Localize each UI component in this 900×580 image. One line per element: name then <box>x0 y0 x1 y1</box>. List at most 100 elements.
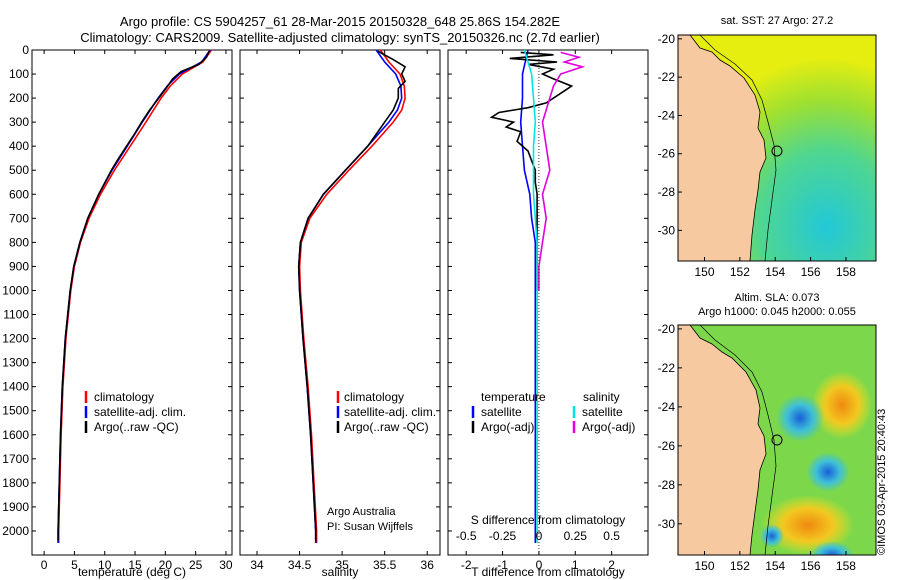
s-tick-label: -0.5 <box>456 529 477 543</box>
s-tick-label: 0.25 <box>564 529 588 543</box>
x-tick-label: 34 <box>250 558 264 572</box>
salinity-x-label: salinity <box>322 565 359 579</box>
series-temperature-argo-adj- <box>489 51 574 291</box>
map-y-tick-label: -26 <box>658 147 676 161</box>
map-x-tick-label: 156 <box>801 265 821 279</box>
sla-map-frame <box>677 324 877 556</box>
difference-plot: -2 -1 0 1 2 -0.5 -0.25 0 0.25 0.5 <box>448 49 648 572</box>
y-tick-label: 600 <box>9 187 29 201</box>
argo-marker <box>771 145 783 157</box>
y-tick-label: 200 <box>9 91 29 105</box>
sst-map-frame <box>677 34 877 262</box>
x-tick-label: 30 <box>219 558 233 572</box>
map-x-tick-label: 154 <box>765 559 785 573</box>
shelf-contour <box>699 325 777 555</box>
y-tick-label: 1300 <box>2 356 29 370</box>
map-x-tick-label: 158 <box>836 559 856 573</box>
map-y-tick-label: -24 <box>658 108 676 122</box>
land-mass <box>678 325 767 555</box>
series-salinity-satellite <box>523 49 538 543</box>
map-y-tick-label: -26 <box>658 439 676 453</box>
sla-map-title-1: Altim. SLA: 0.073 <box>734 292 820 304</box>
series-satellite-adj-clim- <box>57 49 211 543</box>
s-tick-label: 0 <box>536 529 543 543</box>
x-tick-label: 15 <box>128 558 142 572</box>
x-tick-label: 0 <box>41 558 48 572</box>
difference-x-label: T difference from climatology <box>471 565 625 579</box>
salinity-legend: climatology satellite-adj. clim. Argo(..… <box>327 390 436 533</box>
shelf-contour <box>699 35 777 261</box>
y-tick-label: 1500 <box>2 404 29 418</box>
argo-marker <box>771 434 783 446</box>
series-climatology <box>57 49 213 543</box>
y-tick-label: 1800 <box>2 476 29 490</box>
legend-label-satellite: satellite-adj. clim. <box>94 405 186 419</box>
series-temperature-satellite <box>519 49 537 543</box>
sla-low-se <box>806 452 850 492</box>
map-y-tick-label: -22 <box>658 70 676 84</box>
x-tick-label: 34.5 <box>288 558 312 572</box>
x-tick-label: 35.5 <box>373 558 397 572</box>
legend-label-argo: Argo(..raw -QC) <box>94 420 179 434</box>
x-tick-label: 10 <box>98 558 112 572</box>
land-mass <box>678 35 767 261</box>
sla-low-s <box>810 541 854 555</box>
map-x-tick-label: 150 <box>695 559 715 573</box>
map-y-tick-label: -28 <box>658 185 676 199</box>
map-y-tick-label: -24 <box>658 400 676 414</box>
salinity-panel-frame <box>239 49 441 556</box>
map-y-tick-label: -20 <box>658 322 676 336</box>
sla-low-sw <box>760 524 784 548</box>
y-tick-label: 800 <box>9 235 29 249</box>
y-tick-label: 1000 <box>2 283 29 297</box>
x-tick-label: 25 <box>189 558 203 572</box>
s-tick-label: 0.5 <box>603 529 620 543</box>
map-y-tick-label: -30 <box>658 517 676 531</box>
map-x-tick-label: 152 <box>730 265 750 279</box>
series-satellite-adj-clim- <box>297 49 403 543</box>
x-tick-label: -2 <box>461 558 472 572</box>
salinity-plot: 34 34.5 35 35.5 36 <box>240 49 440 572</box>
y-tick-label: 1900 <box>2 500 29 514</box>
map-x-tick-label: 158 <box>836 265 856 279</box>
temperature-x-label: temperature (deg C) <box>78 565 186 579</box>
legend-title-salinity: salinity <box>583 390 620 404</box>
legend-label-temp-argo: Argo(-adj) <box>481 420 534 434</box>
legend-label-satellite: satellite-adj. clim. <box>344 405 436 419</box>
difference-legend: temperature satellite Argo(-adj) salinit… <box>471 390 635 434</box>
chart-title-line1: Argo profile: CS 5904257_61 28-Mar-2015 … <box>119 14 561 29</box>
y-tick-label: 100 <box>9 67 29 81</box>
s-tick-label: -0.25 <box>489 529 517 543</box>
difference-top-x-label: S difference from climatology <box>471 513 626 527</box>
series-climatology <box>298 49 406 543</box>
series-argo-raw-qc- <box>297 50 407 541</box>
y-tick-label: 1200 <box>2 332 29 346</box>
x-tick-label: 35 <box>335 558 349 572</box>
sla-map-title-2: Argo h1000: 0.045 h2000: 0.055 <box>698 306 856 318</box>
series-salinity-argo-adj- <box>538 51 586 291</box>
map-y-tick-label: -30 <box>658 223 676 237</box>
y-tick-label: 500 <box>9 163 29 177</box>
x-tick-label: 2 <box>608 558 615 572</box>
map-x-tick-label: 156 <box>801 559 821 573</box>
map-axes: 150 152 154 156 158 -20 -22 -24 -26 -28 -30 150 152 1… <box>658 32 857 573</box>
imos-credit: ©IMOS 03-Apr-2015 20:40:43 <box>876 408 888 555</box>
legend-label-climatology: climatology <box>344 390 404 404</box>
y-tick-label: 1400 <box>2 380 29 394</box>
sla-high-s <box>762 495 854 555</box>
temperature-legend: climatology satellite-adj. clim. Argo(..… <box>84 390 186 434</box>
x-tick-label: 1 <box>572 558 579 572</box>
sla-low-mid <box>776 394 824 442</box>
sst-map-title: sat. SST: 27 Argo: 27.2 <box>720 15 834 27</box>
map-y-tick-label: -20 <box>658 32 676 46</box>
y-tick-label: 1600 <box>2 428 29 442</box>
y-tick-label: 300 <box>9 115 29 129</box>
x-tick-label: 5 <box>71 558 78 572</box>
y-tick-label: 400 <box>9 139 29 153</box>
y-tick-label: 1700 <box>2 452 29 466</box>
legend-label-argo: Argo(..raw -QC) <box>344 420 429 434</box>
x-tick-label: -1 <box>497 558 508 572</box>
y-tick-label: 900 <box>9 259 29 273</box>
difference-panel-frame <box>447 49 649 556</box>
